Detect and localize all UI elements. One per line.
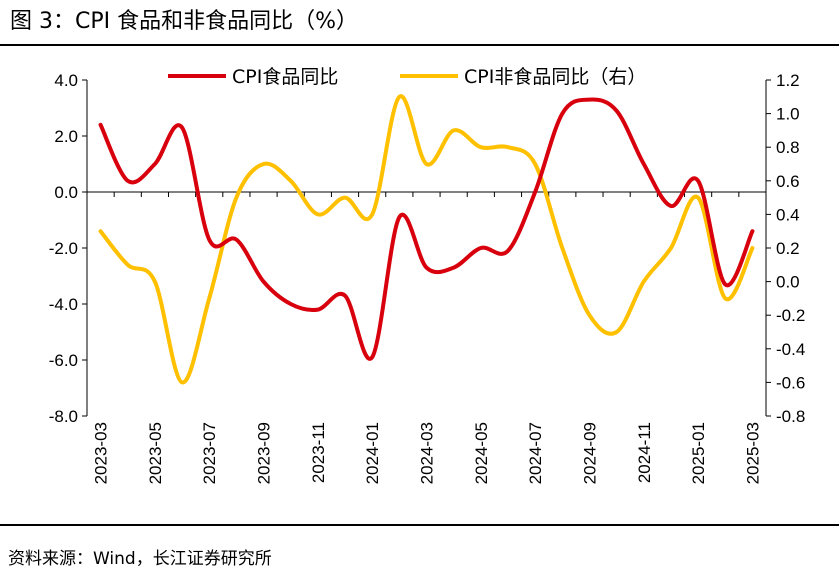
x-tick-label: 2023-09 (255, 422, 274, 484)
right-tick-label: 0.4 (776, 205, 800, 224)
top-rule (0, 44, 839, 46)
line-chart: 4.0 2.0 0.0 -2.0 -4.0 -6.0 -8.0 1.2 1.0 0.8 0.6 0.… (49, 66, 806, 484)
x-tick-label: 2024-07 (526, 422, 545, 484)
x-tick-label: 2024-03 (418, 422, 437, 484)
series-line-nonfood (98, 94, 755, 385)
right-tick-label: 0.6 (776, 172, 800, 191)
source-note: 资料来源：Wind，长江证券研究所 (8, 549, 272, 569)
right-tick-label: -0.4 (776, 340, 805, 359)
legend-item-food-label: CPI食品同比 (232, 66, 338, 88)
left-tick-label: -6.0 (49, 351, 78, 370)
left-tick-label: -8.0 (49, 407, 78, 426)
right-tick-label: 0.0 (776, 273, 800, 292)
left-tick-label: 4.0 (54, 71, 78, 90)
x-tick-label: 2023-11 (309, 422, 328, 483)
right-tick-label: -0.8 (776, 407, 805, 426)
left-tick-label: -2.0 (49, 239, 78, 258)
right-tick-label: 0.2 (776, 239, 800, 258)
x-tick-label: 2024-11 (635, 422, 654, 483)
x-tick-label: 2024-09 (580, 422, 599, 484)
series-layer (98, 94, 755, 385)
x-tick-label: 2023-03 (92, 422, 111, 484)
x-tick-label: 2024-05 (472, 422, 491, 484)
series-line-food (98, 97, 755, 361)
x-tick-label: 2023-05 (146, 422, 165, 484)
legend: CPI食品同比 CPI非食品同比（右） (168, 66, 646, 88)
right-tick-label: 1.2 (776, 71, 800, 90)
right-tick-label: -0.6 (776, 373, 805, 392)
figure-title: 图 3：CPI 食品和非食品同比（%） (10, 9, 359, 34)
left-tick-label: -4.0 (49, 295, 78, 314)
right-axis: 1.2 1.0 0.8 0.6 0.4 0.2 0.0 -0.2 -0.4 -0.6 -0.8 (765, 71, 805, 426)
right-tick-label: -0.2 (776, 306, 805, 325)
legend-item-nonfood-label: CPI非食品同比（右） (464, 66, 646, 88)
x-tick-label: 2025-03 (743, 422, 762, 484)
x-tick-label: 2025-01 (689, 422, 708, 484)
right-tick-label: 1.0 (776, 105, 800, 124)
x-axis: 2023-03 2023-05 2023-07 2023-09 2023-11 2024-… (86, 191, 767, 484)
bottom-rule (0, 524, 839, 526)
x-tick-label: 2023-07 (200, 422, 219, 484)
x-tick-label: 2024-01 (363, 422, 382, 484)
left-tick-label: 2.0 (54, 127, 78, 146)
left-tick-label: 0.0 (54, 183, 78, 202)
left-axis: 4.0 2.0 0.0 -2.0 -4.0 -6.0 -8.0 (49, 71, 88, 426)
right-tick-label: 0.8 (776, 138, 800, 157)
